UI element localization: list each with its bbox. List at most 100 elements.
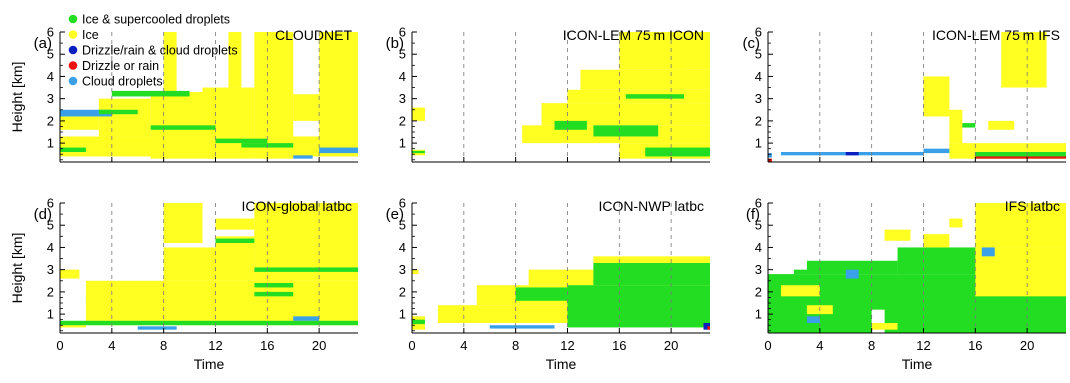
region-blue bbox=[60, 109, 112, 117]
legend-marker bbox=[68, 14, 78, 24]
region-yellow bbox=[412, 269, 419, 275]
region-yellow bbox=[975, 203, 1066, 248]
region-yellow bbox=[988, 120, 1015, 130]
region-green bbox=[60, 320, 358, 326]
x-tick-label: 8 bbox=[868, 338, 875, 353]
region-yellow bbox=[163, 247, 216, 281]
y-tick-label: 1 bbox=[399, 136, 406, 151]
heatmap-regions bbox=[412, 256, 710, 330]
region-green bbox=[554, 120, 587, 130]
panel-title: CLOUDNET bbox=[275, 27, 352, 43]
legend-marker bbox=[68, 30, 78, 39]
region-yellow bbox=[619, 32, 710, 70]
y-tick-label: 3 bbox=[399, 91, 406, 106]
x-tick-label: 0 bbox=[408, 338, 415, 353]
x-axis-title: Time bbox=[194, 356, 225, 372]
panel-letter: (e) bbox=[386, 206, 404, 223]
y-tick-label: 6 bbox=[47, 196, 54, 211]
region-blue bbox=[981, 247, 995, 257]
legend-label: Drizzle/rain & cloud droplets bbox=[82, 44, 238, 58]
panel-letter: (a) bbox=[34, 35, 52, 52]
heatmap-regions bbox=[60, 203, 358, 330]
region-yellow bbox=[215, 218, 255, 230]
x-tick-label: 0 bbox=[764, 338, 771, 353]
y-tick-label: 3 bbox=[755, 91, 762, 106]
region-navy bbox=[703, 323, 710, 330]
region-green bbox=[567, 285, 710, 328]
panel-letter: (b) bbox=[386, 35, 404, 52]
y-tick-label: 5 bbox=[399, 47, 406, 62]
region-green bbox=[645, 147, 710, 157]
y-tick-label: 5 bbox=[47, 218, 54, 233]
heatmap-regions bbox=[768, 203, 1066, 333]
region-green bbox=[60, 147, 86, 152]
region-yellow bbox=[949, 109, 963, 144]
y-tick-label: 5 bbox=[399, 218, 406, 233]
panel-title: IFS latbc bbox=[1005, 198, 1060, 214]
region-green bbox=[215, 238, 255, 243]
region-green bbox=[254, 291, 294, 297]
region-green bbox=[593, 125, 659, 137]
legend-label: Ice & supercooled droplets bbox=[82, 13, 230, 27]
region-yellow bbox=[254, 32, 294, 159]
heatmap-regions bbox=[412, 32, 710, 159]
heatmap-regions bbox=[60, 32, 358, 159]
region-yellow bbox=[412, 107, 425, 121]
region-blue bbox=[319, 147, 358, 154]
y-axis-title: Height [km] bbox=[9, 233, 25, 304]
y-tick-label: 5 bbox=[755, 218, 762, 233]
y-tick-label: 1 bbox=[399, 307, 406, 322]
region-yellow bbox=[98, 98, 151, 137]
y-tick-label: 2 bbox=[755, 284, 762, 299]
legend-marker bbox=[68, 61, 78, 70]
y-tick-label: 1 bbox=[47, 136, 54, 151]
region-green bbox=[111, 90, 190, 97]
legend-marker bbox=[68, 76, 78, 86]
region-yellow bbox=[254, 229, 294, 281]
panel-letter: (c) bbox=[743, 35, 761, 52]
y-tick-label: 1 bbox=[755, 136, 762, 151]
region-blue bbox=[293, 155, 313, 159]
region-yellow bbox=[871, 323, 898, 330]
y-tick-label: 4 bbox=[755, 240, 762, 255]
x-axis-title: Time bbox=[546, 356, 577, 372]
region-red bbox=[975, 156, 1066, 159]
x-tick-label: 20 bbox=[1020, 338, 1034, 353]
region-yellow bbox=[1001, 32, 1047, 88]
y-tick-label: 1 bbox=[755, 307, 762, 322]
x-tick-label: 20 bbox=[312, 338, 326, 353]
x-tick-label: 16 bbox=[612, 338, 626, 353]
x-tick-label: 12 bbox=[208, 338, 222, 353]
y-tick-label: 1 bbox=[47, 307, 54, 322]
region-green bbox=[412, 319, 425, 325]
region-yellow bbox=[780, 285, 820, 297]
legend-label: Cloud droplets bbox=[82, 75, 163, 89]
region-green bbox=[962, 123, 976, 128]
region-white bbox=[768, 203, 807, 270]
x-tick-label: 12 bbox=[560, 338, 574, 353]
y-tick-label: 2 bbox=[47, 113, 54, 128]
y-tick-label: 2 bbox=[755, 113, 762, 128]
panel-title: ICON-LEM 75 m ICON bbox=[563, 27, 704, 43]
region-yellow bbox=[923, 234, 950, 248]
x-tick-label: 12 bbox=[916, 338, 930, 353]
y-tick-label: 6 bbox=[755, 196, 762, 211]
legend-marker bbox=[68, 45, 78, 55]
region-yellow bbox=[215, 236, 255, 281]
region-yellow bbox=[580, 69, 685, 90]
y-tick-label: 4 bbox=[47, 69, 54, 84]
region-red bbox=[768, 158, 772, 162]
y-tick-label: 6 bbox=[399, 25, 406, 40]
x-tick-label: 4 bbox=[460, 338, 467, 353]
region-green bbox=[412, 150, 425, 154]
region-yellow bbox=[541, 103, 710, 126]
y-tick-label: 2 bbox=[399, 284, 406, 299]
y-tick-label: 6 bbox=[47, 25, 54, 40]
region-yellow bbox=[60, 116, 99, 130]
region-yellow bbox=[923, 76, 950, 117]
region-red bbox=[707, 326, 710, 330]
legend-label: Ice bbox=[82, 28, 99, 42]
region-green bbox=[515, 287, 568, 301]
